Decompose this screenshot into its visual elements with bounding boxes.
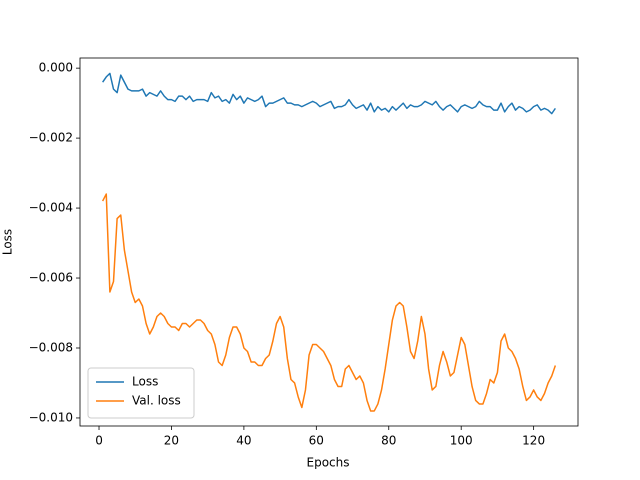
y-tick-label: −0.008 xyxy=(29,340,73,354)
y-tick-label: −0.010 xyxy=(29,410,73,424)
plot-frame xyxy=(79,57,579,427)
x-tick-label: 20 xyxy=(164,434,179,448)
legend-label: Loss xyxy=(132,375,158,389)
y-tick-label: −0.006 xyxy=(29,271,73,285)
y-axis-label: Loss xyxy=(1,229,15,255)
line-series xyxy=(102,72,556,115)
x-tick-label: 120 xyxy=(522,434,545,448)
x-tick-label: 80 xyxy=(381,434,396,448)
y-tick-label: −0.004 xyxy=(29,201,73,215)
x-tick-label: 60 xyxy=(309,434,324,448)
line-series xyxy=(101,193,557,412)
y-tick-label: −0.002 xyxy=(29,131,73,145)
legend-box xyxy=(87,367,195,419)
y-tick-label: 0.000 xyxy=(39,61,73,75)
legend-label: Val. loss xyxy=(132,394,181,408)
x-tick-label: 100 xyxy=(450,434,473,448)
x-axis-label: Epochs xyxy=(307,456,350,470)
x-tick-label: 0 xyxy=(95,434,103,448)
x-tick-label: 40 xyxy=(236,434,251,448)
